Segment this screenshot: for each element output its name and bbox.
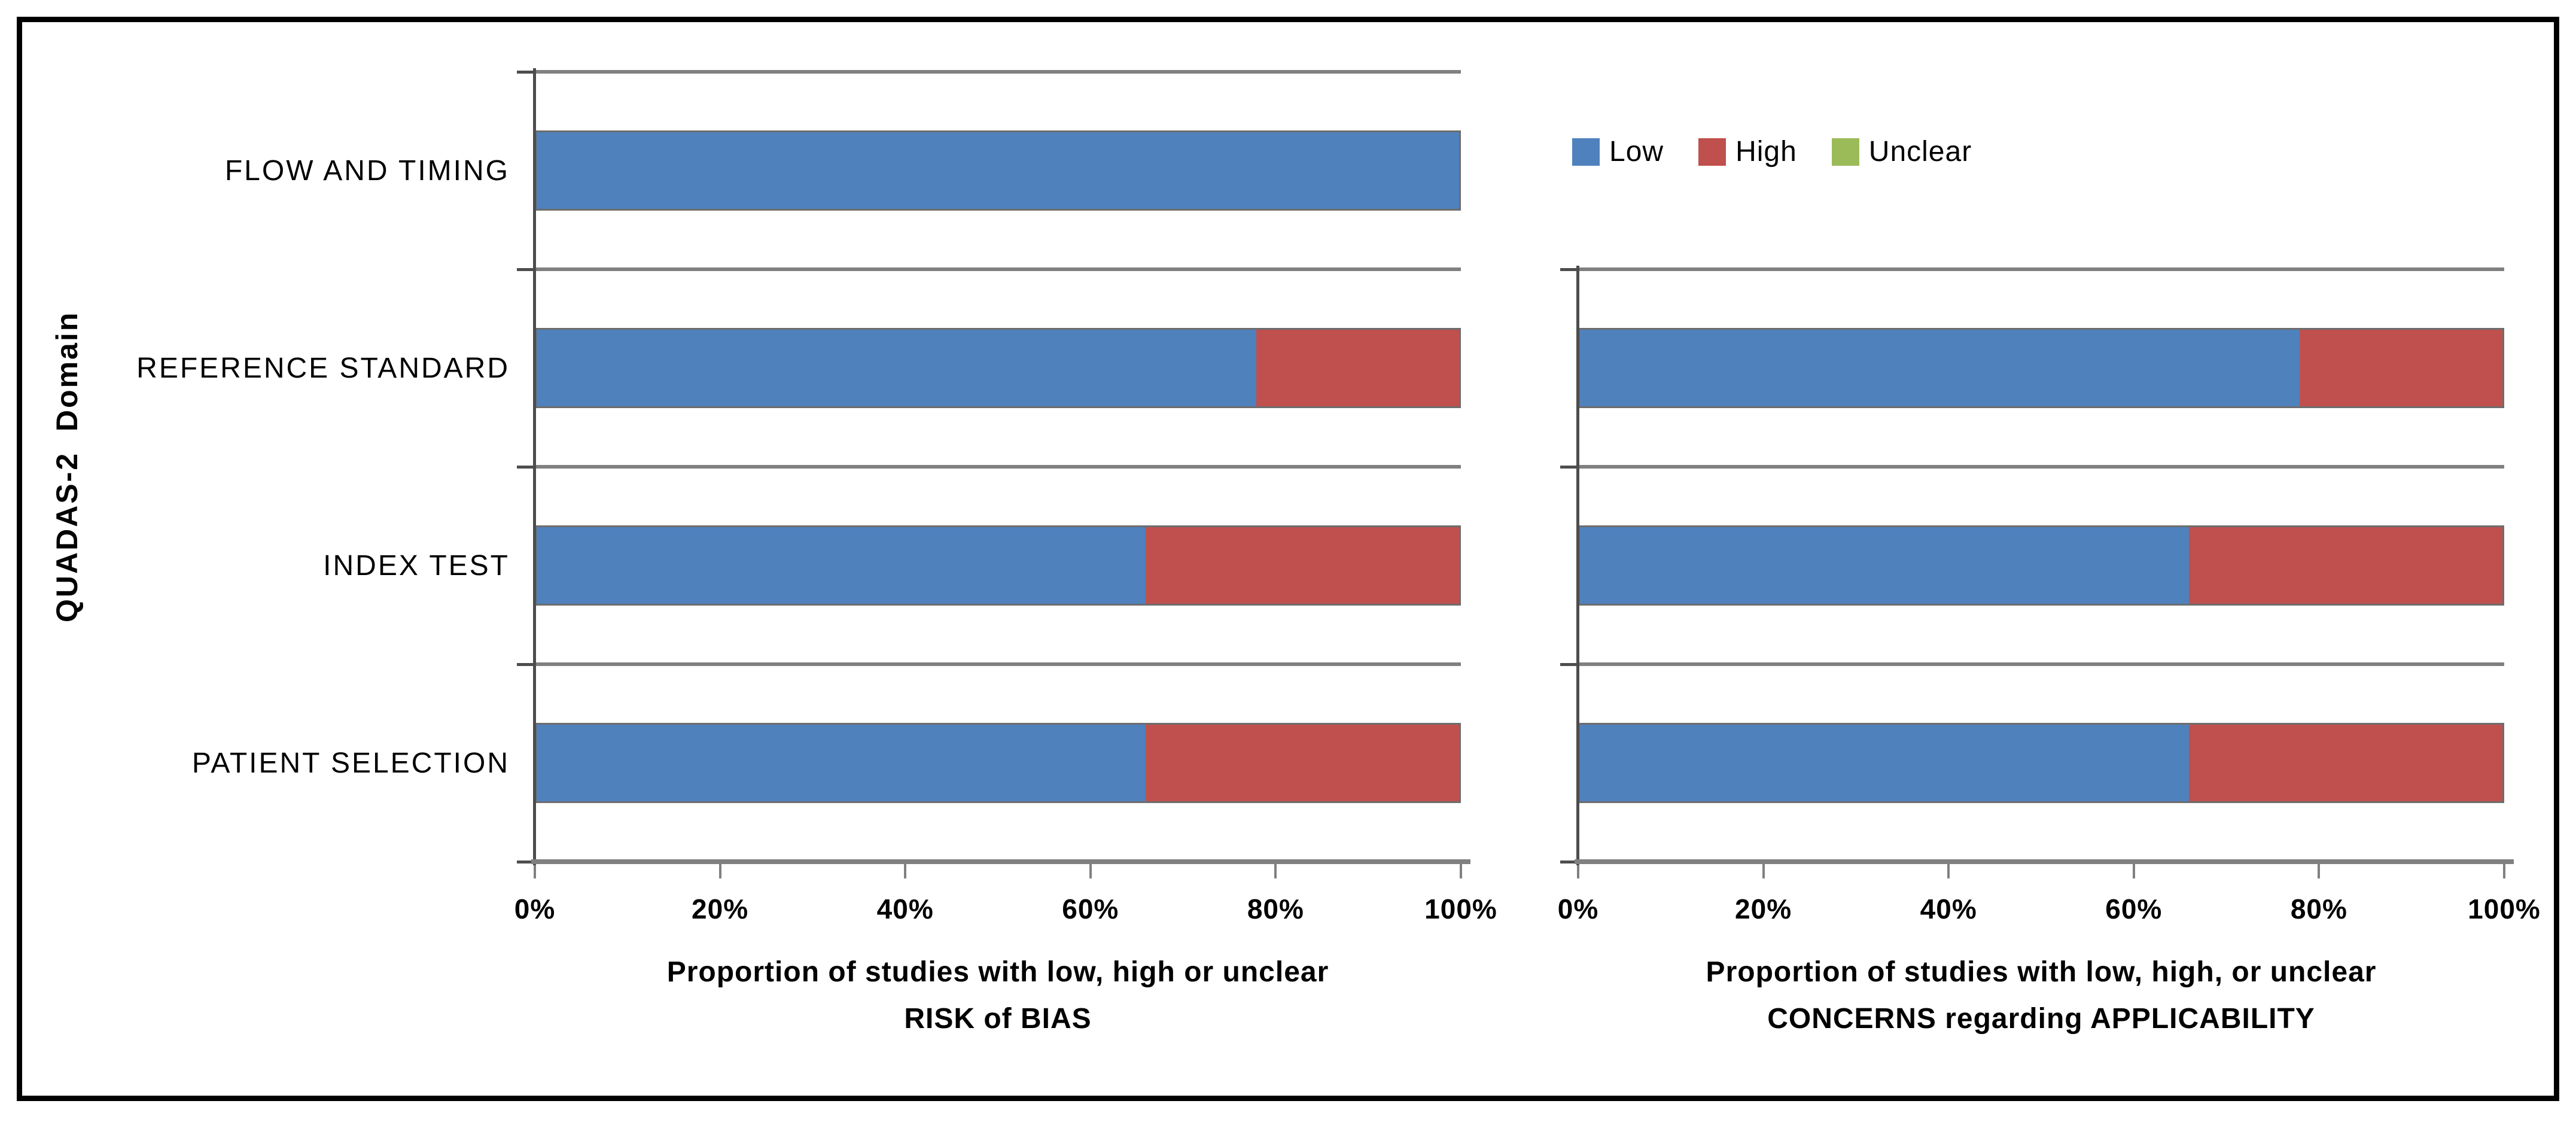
bar-segment-low [537,132,1459,209]
category-band [535,269,1461,467]
x-tick-label: 100% [2468,893,2541,925]
x-tick-label: 60% [1062,893,1119,925]
legend-swatch-low-icon [1572,138,1600,166]
x-tick-label: 40% [876,893,934,925]
x-tick [1762,864,1765,878]
x-tick [2503,864,2505,878]
x-tick-label: 100% [1424,893,1497,925]
risk-of-bias-plot: Proportion of studies with low, high or … [514,68,1497,1035]
x-tick-label: 80% [2290,893,2347,925]
applicability-plot: Proportion of studies with low, high, or… [1558,266,2540,1035]
gridline [535,70,1461,74]
x-axis-title-risk-line1: Proportion of studies with low, high or … [666,956,1329,988]
category-tick [1560,466,1577,469]
bar-segment-high [2188,527,2502,604]
bar-segment-low [537,725,1146,801]
category-band [535,664,1461,862]
category-tick [517,860,534,863]
category-band [535,72,1461,269]
stacked-bar [535,723,1461,803]
gridline [1578,267,2504,271]
stacked-bar [535,130,1461,211]
category-band [1578,467,2504,664]
legend-swatch-unclear-icon [1831,138,1859,166]
legend: Low High Unclear [1572,135,1972,168]
category-tick [517,663,534,666]
x-tick [2132,864,2135,878]
bar-segment-high [2299,330,2502,406]
x-axis-title-risk-line2: RISK of BIAS [904,1002,1092,1035]
category-band [1578,664,2504,862]
x-axis-line [1575,859,2514,864]
x-axis-title-applicability: Proportion of studies with low, high, or… [1578,949,2504,1042]
y-axis-line [533,68,536,865]
category-tick [517,71,534,74]
legend-label: High [1735,136,1797,168]
category-label: FLOW AND TIMING [224,154,510,187]
category-label: PATIENT SELECTION [191,747,510,779]
category-band [1578,269,2504,467]
gridline [535,465,1461,469]
bar-segment-high [2188,725,2502,801]
bar-segment-high [1256,330,1459,406]
x-tick-label: 40% [1920,893,1977,925]
legend-item-unclear: Unclear [1831,135,1972,168]
category-tick [517,466,534,469]
x-tick [1947,864,1950,878]
stacked-bar [1578,328,2504,408]
x-axis-title-applicability-line1: Proportion of studies with low, high, or… [1706,956,2377,988]
bar-segment-low [1580,725,2189,801]
category-tick [1560,268,1577,271]
x-tick [1577,864,1579,878]
x-tick-label: 20% [1735,893,1792,925]
x-tick-label: 0% [514,893,556,925]
stacked-bar [535,525,1461,606]
x-tick [1460,864,1462,878]
x-tick [904,864,907,878]
category-label: REFERENCE STANDARD [136,352,510,384]
gridline [1578,662,2504,666]
gridline [1578,465,2504,469]
y-axis-line [1576,266,1579,865]
legend-item-low: Low [1572,135,1664,168]
x-tick [534,864,536,878]
category-tick [517,268,534,271]
bar-segment-low [1580,330,2300,406]
stacked-bar [535,328,1461,408]
x-tick [718,864,721,878]
bar-segment-low [537,330,1256,406]
legend-swatch-high-icon [1698,138,1727,166]
x-tick-label: 20% [692,893,749,925]
x-tick-label: 0% [1557,893,1599,925]
legend-label: Low [1609,136,1664,168]
bar-segment-high [1145,725,1459,801]
legend-label: Unclear [1868,136,1972,168]
category-label: INDEX TEST [323,549,510,582]
x-axis-line [531,859,1470,864]
category-band [535,467,1461,664]
bar-segment-low [537,527,1146,604]
gridline [535,662,1461,666]
category-tick [1560,860,1577,863]
x-tick [1089,864,1092,878]
stacked-bar [1578,525,2504,606]
legend-item-high: High [1698,135,1797,168]
category-tick [1560,663,1577,666]
x-tick-label: 60% [2105,893,2163,925]
category-axis-labels: FLOW AND TIMING REFERENCE STANDARD INDEX T… [84,72,516,862]
bar-segment-high [1145,527,1459,604]
x-tick [2318,864,2321,878]
stacked-bar [1578,723,2504,803]
x-tick [1274,864,1277,878]
bar-segment-low [1580,527,2189,604]
x-tick-label: 80% [1247,893,1304,925]
gridline [535,267,1461,271]
x-axis-title-applicability-line2: CONCERNS regarding APPLICABILITY [1767,1002,2315,1035]
x-axis-title-risk: Proportion of studies with low, high or … [535,949,1461,1042]
chart-border-frame [17,17,2559,1101]
